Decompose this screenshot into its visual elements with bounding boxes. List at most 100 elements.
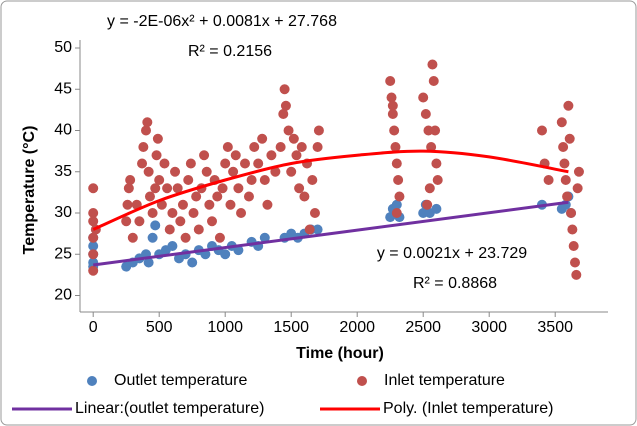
data-point (185, 158, 196, 169)
data-point (240, 158, 250, 169)
data-point (560, 175, 571, 185)
data-point (88, 232, 99, 243)
data-point (243, 191, 254, 202)
data-point (568, 241, 579, 251)
data-point (559, 158, 570, 169)
data-point (420, 109, 431, 119)
y-tick-label: 35 (54, 163, 72, 180)
data-point (150, 183, 161, 194)
data-point (142, 117, 153, 128)
data-point (387, 100, 398, 111)
data-point (387, 109, 398, 119)
data-point (291, 150, 302, 161)
data-point (180, 232, 191, 243)
data-point (225, 199, 236, 210)
data-point (220, 249, 231, 260)
data-point (147, 208, 158, 218)
data-point (391, 199, 402, 210)
data-point (572, 183, 583, 194)
data-point (422, 199, 433, 210)
data-point (391, 158, 402, 169)
y-tick-label: 20 (54, 287, 72, 304)
data-point (207, 216, 217, 227)
x-tick-label: 500 (146, 319, 173, 336)
linear-r-squared: R² = 0.8868 (413, 275, 497, 292)
data-point (220, 158, 231, 169)
data-point (257, 133, 268, 144)
data-point (88, 265, 99, 276)
trendline (93, 200, 569, 267)
data-point (566, 208, 577, 218)
data-point (230, 150, 241, 161)
poly-r-squared: R² = 0.2156 (188, 43, 272, 60)
data-point (88, 208, 99, 218)
y-tick-label: 40 (54, 122, 72, 139)
legend-marker (357, 376, 367, 386)
data-point (127, 232, 138, 243)
data-point (162, 183, 173, 194)
data-point (236, 208, 247, 218)
data-point (394, 191, 405, 202)
data-point (170, 166, 181, 177)
data-point (175, 216, 186, 227)
x-tick-label: 1500 (273, 319, 309, 336)
data-point (246, 175, 257, 185)
data-point (279, 84, 290, 95)
data-point (309, 208, 320, 218)
data-point (430, 125, 441, 136)
data-point (428, 76, 439, 86)
x-tick-label: 2000 (339, 319, 375, 336)
data-point (556, 117, 567, 128)
data-point (249, 142, 260, 152)
y-tick-label: 50 (54, 39, 72, 56)
data-point (567, 224, 578, 235)
data-point (191, 191, 202, 202)
data-point (283, 125, 294, 136)
data-point (296, 142, 307, 152)
data-point (288, 133, 299, 144)
data-point (151, 150, 162, 161)
data-point (307, 175, 318, 185)
data-point (167, 241, 178, 251)
data-point (88, 183, 99, 194)
data-point (564, 133, 575, 144)
data-point (152, 133, 163, 144)
data-point (204, 199, 215, 210)
data-point (150, 220, 161, 231)
data-point (390, 142, 401, 152)
data-point (201, 166, 212, 177)
data-point (187, 257, 198, 268)
linear-equation: y = 0.0021x + 23.729 (377, 245, 527, 262)
data-point (431, 158, 442, 169)
data-point (573, 166, 584, 177)
legend-label: Outlet temperature (114, 372, 248, 389)
x-tick-label: 1000 (207, 319, 243, 336)
data-point (134, 216, 145, 227)
data-point (214, 232, 225, 243)
data-point (312, 224, 323, 235)
y-tick-label: 25 (54, 245, 72, 262)
data-point (88, 241, 99, 251)
data-point (172, 183, 183, 194)
data-point (164, 224, 175, 235)
data-point (212, 191, 223, 202)
data-point (426, 142, 437, 152)
data-point (427, 59, 438, 70)
trendline (92, 149, 569, 231)
data-point (424, 183, 435, 194)
data-point (418, 92, 429, 103)
y-axis-title: Temperature (°C) (21, 126, 38, 255)
data-point (167, 208, 178, 218)
data-point (432, 175, 443, 185)
data-point (147, 232, 158, 243)
data-point (393, 175, 404, 185)
poly-equation: y = -2E-06x² + 0.0081x + 27.768 (107, 13, 337, 30)
annotation-background (345, 238, 560, 300)
data-point (144, 191, 155, 202)
data-point (266, 150, 277, 161)
data-point (199, 150, 210, 161)
data-point (137, 158, 148, 169)
data-point (123, 183, 134, 194)
data-point (88, 249, 99, 260)
x-tick-label: 3500 (537, 319, 573, 336)
